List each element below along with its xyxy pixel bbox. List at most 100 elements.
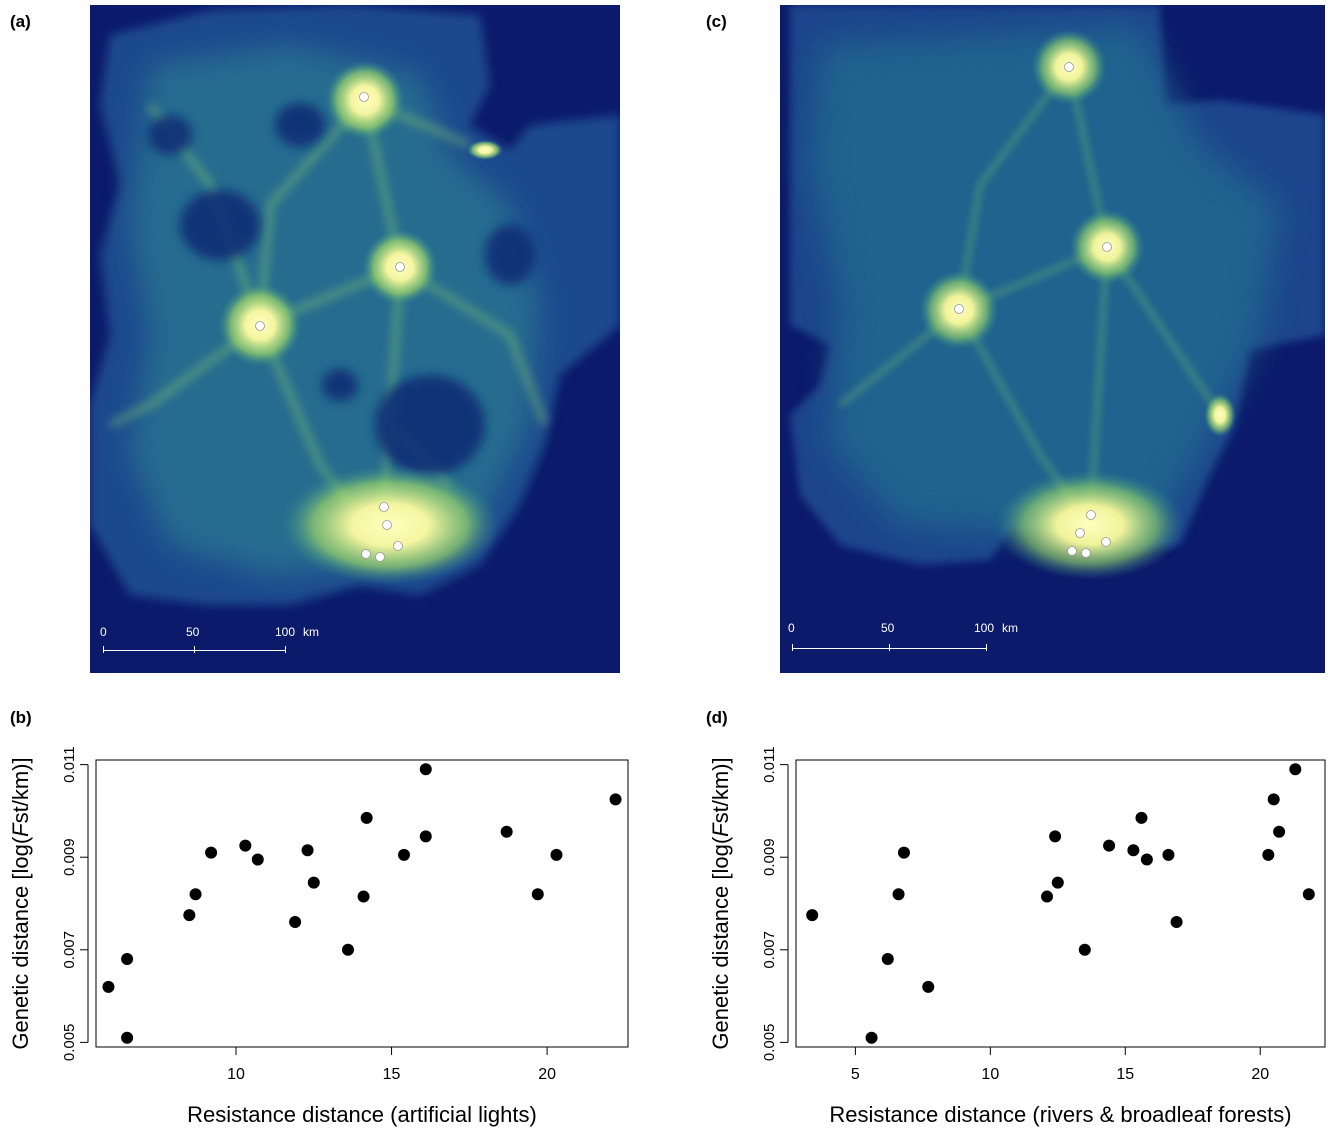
- current-map-rivers-broadleaf: 0 50 100 km: [780, 5, 1325, 673]
- scale-label-50: 50: [881, 621, 895, 635]
- data-point: [102, 980, 115, 993]
- scale-label-0: 0: [788, 621, 795, 635]
- data-point: [307, 876, 320, 889]
- data-point: [183, 909, 196, 922]
- data-point: [550, 848, 563, 861]
- scale-label-100: 100: [974, 621, 995, 635]
- scale-tick: [285, 646, 286, 653]
- scale-tick: [792, 644, 793, 651]
- data-point: [1103, 839, 1116, 852]
- data-point: [897, 846, 910, 859]
- data-point: [881, 953, 894, 966]
- x-tick-label: 10: [227, 1066, 245, 1083]
- data-point: [289, 916, 302, 929]
- current-map-a-image: [90, 5, 620, 673]
- data-point: [239, 839, 252, 852]
- scatter-plot-artificial-lights: 10 15 20 0.005 0.007 0.009 0.011 Resistance d…: [8, 746, 629, 1127]
- y-tick-label: 0.005: [61, 1024, 78, 1062]
- data-point: [531, 888, 544, 901]
- data-point: [121, 953, 134, 966]
- data-point: [806, 909, 819, 922]
- scale-bar-a: 0 50 100 km: [100, 625, 319, 655]
- data-point: [121, 1031, 134, 1044]
- plot-box: [795, 759, 1326, 1048]
- data-point: [398, 848, 410, 861]
- y-axis: 0.005 0.007 0.009 0.011: [761, 746, 789, 1062]
- data-point: [205, 846, 218, 859]
- scatter-plot-rivers-broadleaf: 5 10 15 20 0.005 0.007 0.009 0.011 Resistance …: [708, 746, 1326, 1127]
- data-point: [1140, 853, 1153, 866]
- y-tick-label: 0.009: [61, 838, 78, 876]
- y-tick-label: 0.007: [761, 931, 778, 969]
- current-map-c-image: [780, 5, 1325, 673]
- y-tick-label: 0.011: [761, 746, 778, 782]
- data-point: [1302, 888, 1315, 901]
- plot-box: [95, 759, 629, 1048]
- x-tick-label: 15: [383, 1066, 401, 1083]
- scale-label-100: 100: [275, 625, 296, 639]
- scale-tick: [103, 646, 104, 653]
- y-axis: 0.005 0.007 0.009 0.011: [61, 746, 89, 1062]
- data-points: [806, 763, 1315, 1044]
- data-point: [892, 888, 905, 901]
- data-point: [357, 890, 370, 903]
- data-point: [922, 980, 935, 993]
- data-point: [1051, 876, 1064, 889]
- data-point: [1289, 763, 1302, 776]
- x-tick-label: 15: [1116, 1066, 1134, 1083]
- data-point: [360, 811, 373, 824]
- data-point: [1170, 916, 1183, 929]
- x-axis: 10 15 20: [227, 1046, 556, 1083]
- x-tick-label: 20: [1251, 1066, 1269, 1083]
- current-map-artificial-lights: 0 50 100 km: [90, 5, 620, 673]
- data-point: [1049, 830, 1062, 843]
- data-point: [1078, 943, 1091, 956]
- y-axis-label: Genetic distance [log(Fst/km)]: [8, 757, 33, 1049]
- plot-frame: [795, 759, 1326, 1048]
- y-label-part: Genetic distance [log(: [708, 836, 733, 1049]
- data-point: [189, 888, 202, 901]
- scale-tick: [986, 644, 987, 651]
- y-label-italic-f: F: [708, 822, 733, 837]
- scale-label-50: 50: [186, 625, 200, 639]
- y-label-part: Genetic distance [log(: [8, 836, 33, 1049]
- panel-label-b: (b): [10, 708, 32, 727]
- y-tick-label: 0.011: [61, 746, 78, 782]
- x-tick-label: 10: [981, 1066, 999, 1083]
- data-point: [1267, 793, 1280, 806]
- scale-label-km: km: [303, 625, 319, 639]
- y-label-part: st/km)]: [8, 757, 33, 823]
- y-tick-label: 0.007: [61, 931, 78, 969]
- data-point: [301, 844, 314, 857]
- data-point: [1135, 811, 1148, 824]
- panel-label-c: (c): [706, 12, 727, 31]
- x-axis-label: Resistance distance (rivers & broadleaf …: [829, 1102, 1291, 1127]
- scale-tick: [889, 644, 890, 651]
- data-point: [419, 830, 432, 843]
- data-point: [1273, 825, 1286, 838]
- data-point: [1041, 890, 1054, 903]
- y-tick-label: 0.005: [761, 1024, 778, 1062]
- data-point: [1262, 848, 1275, 861]
- scale-label-km: km: [1002, 621, 1018, 635]
- data-points: [102, 763, 622, 1044]
- data-point: [1127, 844, 1140, 857]
- panel-label-d: (d): [706, 708, 728, 727]
- x-axis: 5 10 15 20: [851, 1046, 1269, 1083]
- data-point: [419, 763, 432, 776]
- data-point: [251, 853, 264, 866]
- data-point: [500, 825, 513, 838]
- panel-label-a: (a): [10, 12, 31, 31]
- plot-frame: [95, 759, 629, 1048]
- scale-label-0: 0: [100, 625, 107, 639]
- data-point: [865, 1031, 878, 1044]
- y-label-part: st/km)]: [708, 757, 733, 823]
- x-tick-label: 5: [851, 1066, 860, 1083]
- scale-bar-c: 0 50 100 km: [788, 621, 1018, 653]
- data-point: [609, 793, 622, 806]
- data-point: [342, 943, 354, 956]
- x-tick-label: 20: [538, 1066, 556, 1083]
- y-tick-label: 0.009: [761, 838, 778, 876]
- y-label-italic-f: F: [8, 822, 33, 837]
- data-point: [1162, 848, 1175, 861]
